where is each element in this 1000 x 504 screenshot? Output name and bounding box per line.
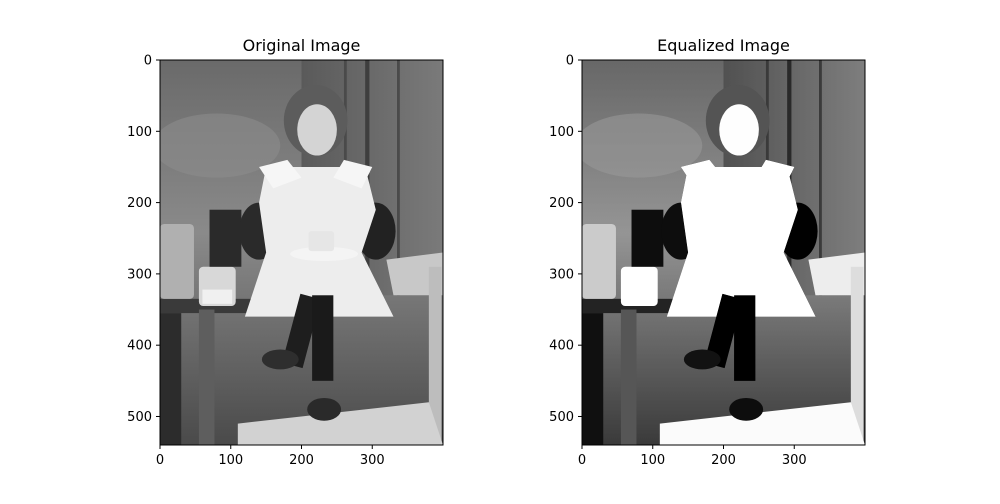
y-tick-label: 500 [549,410,574,425]
title-original: Original Image [243,36,361,55]
x-tick-label: 100 [218,453,243,468]
x-tick-label: 200 [711,453,736,468]
y-tick-label: 0 [566,54,574,69]
image-equalized [575,60,865,445]
title-equalized: Equalized Image [657,36,790,55]
y-tick-label: 300 [127,267,152,282]
x-tick-label: 200 [289,453,314,468]
y-tick-label: 300 [549,267,574,282]
y-tick-label: 0 [144,54,152,69]
x-tick-label: 0 [156,453,164,468]
y-tick-label: 100 [549,125,574,140]
y-tick-label: 400 [549,339,574,354]
x-tick-label: 0 [578,453,586,468]
axes-equalized: Equalized Image 0 100 200 300 0 100 200 300 400 5… [549,36,865,468]
x-tick-label: 100 [640,453,665,468]
image-original [153,60,443,445]
y-tick-label: 200 [127,196,152,211]
y-tick-label: 500 [127,410,152,425]
axes-original: Original Image 0 100 200 300 0 100 200 300 400 50… [127,36,443,468]
y-tick-label: 200 [549,196,574,211]
x-tick-label: 300 [782,453,807,468]
x-tick-label: 300 [360,453,385,468]
y-tick-label: 100 [127,125,152,140]
y-tick-label: 400 [127,339,152,354]
